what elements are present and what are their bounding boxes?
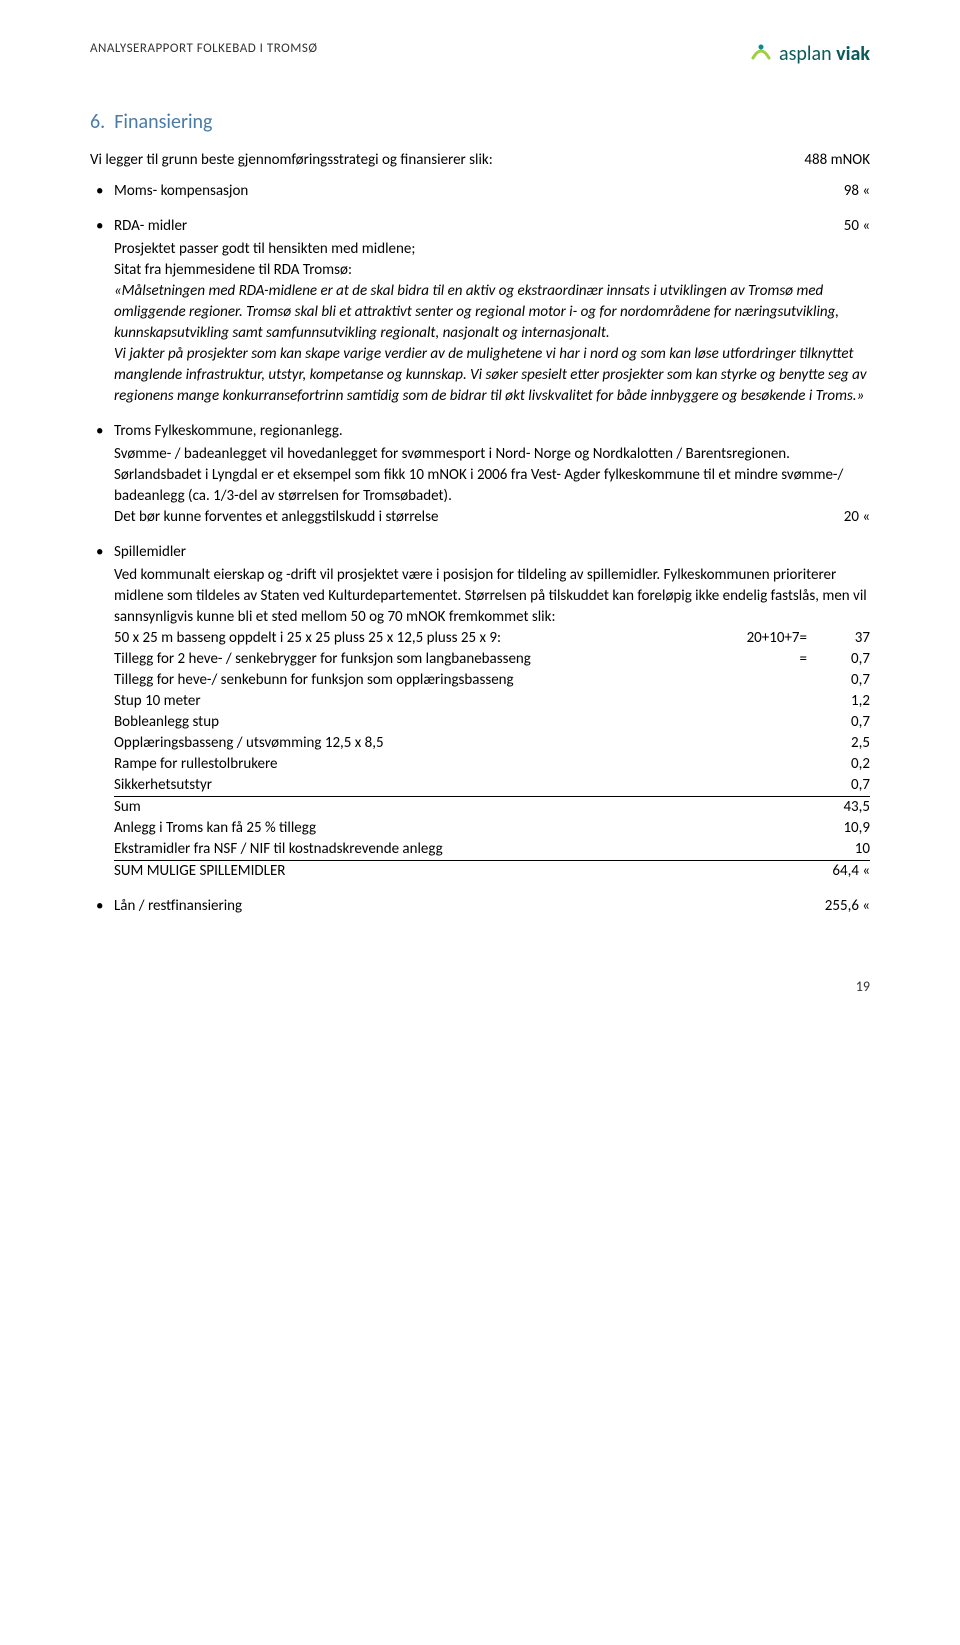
item-moms: Moms- kompensasjon 98 « [114, 181, 870, 202]
rda-value: 50 « [800, 216, 870, 237]
calc-mid [735, 775, 815, 796]
moms-label: Moms- kompensasjon [114, 181, 248, 202]
calc-value: 0,7 [815, 712, 870, 733]
moms-value: 98 « [800, 181, 870, 202]
total-value: 488 mNOK [794, 150, 870, 171]
item-laan: Lån / restfinansiering 255,6 « [114, 896, 870, 917]
section-heading: 6. Finansiering [90, 108, 870, 136]
financing-list: Moms- kompensasjon 98 « RDA- midler 50 «… [90, 181, 870, 917]
calc-row: 50 x 25 m basseng oppdelt i 25 x 25 plus… [114, 628, 870, 649]
calc-mid [735, 818, 815, 839]
calc-row: Opplæringsbasseng / utsvømming 12,5 x 8,… [114, 733, 870, 754]
calc-row: Stup 10 meter 1,2 [114, 691, 870, 712]
calc-value: 10 [815, 839, 870, 860]
logo-icon [747, 40, 775, 68]
calc-label: Sikkerhetsutstyr [114, 775, 735, 796]
calc-row: Tillegg for heve-/ senkebunn for funksjo… [114, 670, 870, 691]
troms-value: 20 « [800, 507, 870, 528]
report-title: ANALYSERAPPORT FOLKEBAD I TROMSØ [90, 40, 317, 58]
calc-row: Anlegg i Troms kan få 25 % tillegg 10,9 [114, 818, 870, 839]
item-spillemidler: Spillemidler Ved kommunalt eierskap og -… [114, 542, 870, 882]
company-logo: asplan viak [747, 40, 870, 68]
calc-value: 0,7 [815, 649, 870, 670]
calc-value: 0,2 [815, 754, 870, 775]
logo-text: asplan viak [779, 40, 870, 68]
calc-value: 43,5 [815, 797, 870, 818]
page-number: 19 [90, 977, 870, 997]
calc-mid [735, 861, 815, 882]
calc-mid [735, 691, 815, 712]
calc-row: Tillegg for 2 heve- / senkebrygger for f… [114, 649, 870, 670]
rda-quote-2: Vi jakter på prosjekter som kan skape va… [114, 344, 870, 407]
troms-last-line: Det bør kunne forventes et anleggstilsku… [114, 507, 438, 528]
troms-label: Troms Fylkeskommune, regionanlegg. [114, 421, 870, 442]
calc-label: Tillegg for 2 heve- / senkebrygger for f… [114, 649, 735, 670]
calc-value: 0,7 [815, 670, 870, 691]
calc-label: Opplæringsbasseng / utsvømming 12,5 x 8,… [114, 733, 735, 754]
troms-body: Svømme- / badeanlegget vil hovedanlegget… [114, 444, 870, 507]
calc-value: 1,2 [815, 691, 870, 712]
page-header: ANALYSERAPPORT FOLKEBAD I TROMSØ asplan … [90, 40, 870, 68]
calc-label: SUM MULIGE SPILLEMIDLER [114, 861, 735, 882]
calc-label: Stup 10 meter [114, 691, 735, 712]
intro-text: Vi legger til grunn beste gjennomførings… [90, 150, 493, 171]
calc-mid [735, 733, 815, 754]
item-rda: RDA- midler 50 « Prosjektet passer godt … [114, 216, 870, 407]
calc-value: 0,7 [815, 775, 870, 796]
calc-label: Rampe for rullestolbrukere [114, 754, 735, 775]
item-troms: Troms Fylkeskommune, regionanlegg. Svømm… [114, 421, 870, 528]
calc-label: Bobleanlegg stup [114, 712, 735, 733]
laan-value: 255,6 « [800, 896, 870, 917]
calc-row: Sum 43,5 [114, 797, 870, 818]
rda-quote-1: «Målsetningen med RDA-midlene er at de s… [114, 281, 870, 344]
calc-label: Ekstramidler fra NSF / NIF til kostnadsk… [114, 839, 735, 860]
calc-mid: 20+10+7= [735, 628, 815, 649]
calc-mid [735, 839, 815, 860]
calc-mid [735, 797, 815, 818]
rda-label: RDA- midler [114, 216, 187, 237]
calc-row: Ekstramidler fra NSF / NIF til kostnadsk… [114, 839, 870, 861]
calc-label: 50 x 25 m basseng oppdelt i 25 x 25 plus… [114, 628, 735, 649]
calc-label: Tillegg for heve-/ senkebunn for funksjo… [114, 670, 735, 691]
calc-label: Sum [114, 797, 735, 818]
calc-row: Rampe for rullestolbrukere 0,2 [114, 754, 870, 775]
calc-mid: = [735, 649, 815, 670]
spillemidler-body: Ved kommunalt eierskap og -drift vil pro… [114, 565, 870, 628]
calc-row: SUM MULIGE SPILLEMIDLER 64,4 « [114, 861, 870, 882]
intro-line: Vi legger til grunn beste gjennomførings… [90, 150, 870, 171]
calc-row: Sikkerhetsutstyr 0,7 [114, 775, 870, 797]
calc-value: 10,9 [815, 818, 870, 839]
calc-mid [735, 670, 815, 691]
calc-value: 37 [815, 628, 870, 649]
rda-body: Prosjektet passer godt til hensikten med… [114, 239, 870, 407]
spillemidler-label: Spillemidler [114, 542, 870, 563]
calculation-table: 50 x 25 m basseng oppdelt i 25 x 25 plus… [114, 628, 870, 882]
calc-mid [735, 712, 815, 733]
calc-label: Anlegg i Troms kan få 25 % tillegg [114, 818, 735, 839]
calc-value: 64,4 « [815, 861, 870, 882]
calc-mid [735, 754, 815, 775]
calc-row: Bobleanlegg stup 0,7 [114, 712, 870, 733]
laan-label: Lån / restfinansiering [114, 896, 242, 917]
calc-value: 2,5 [815, 733, 870, 754]
